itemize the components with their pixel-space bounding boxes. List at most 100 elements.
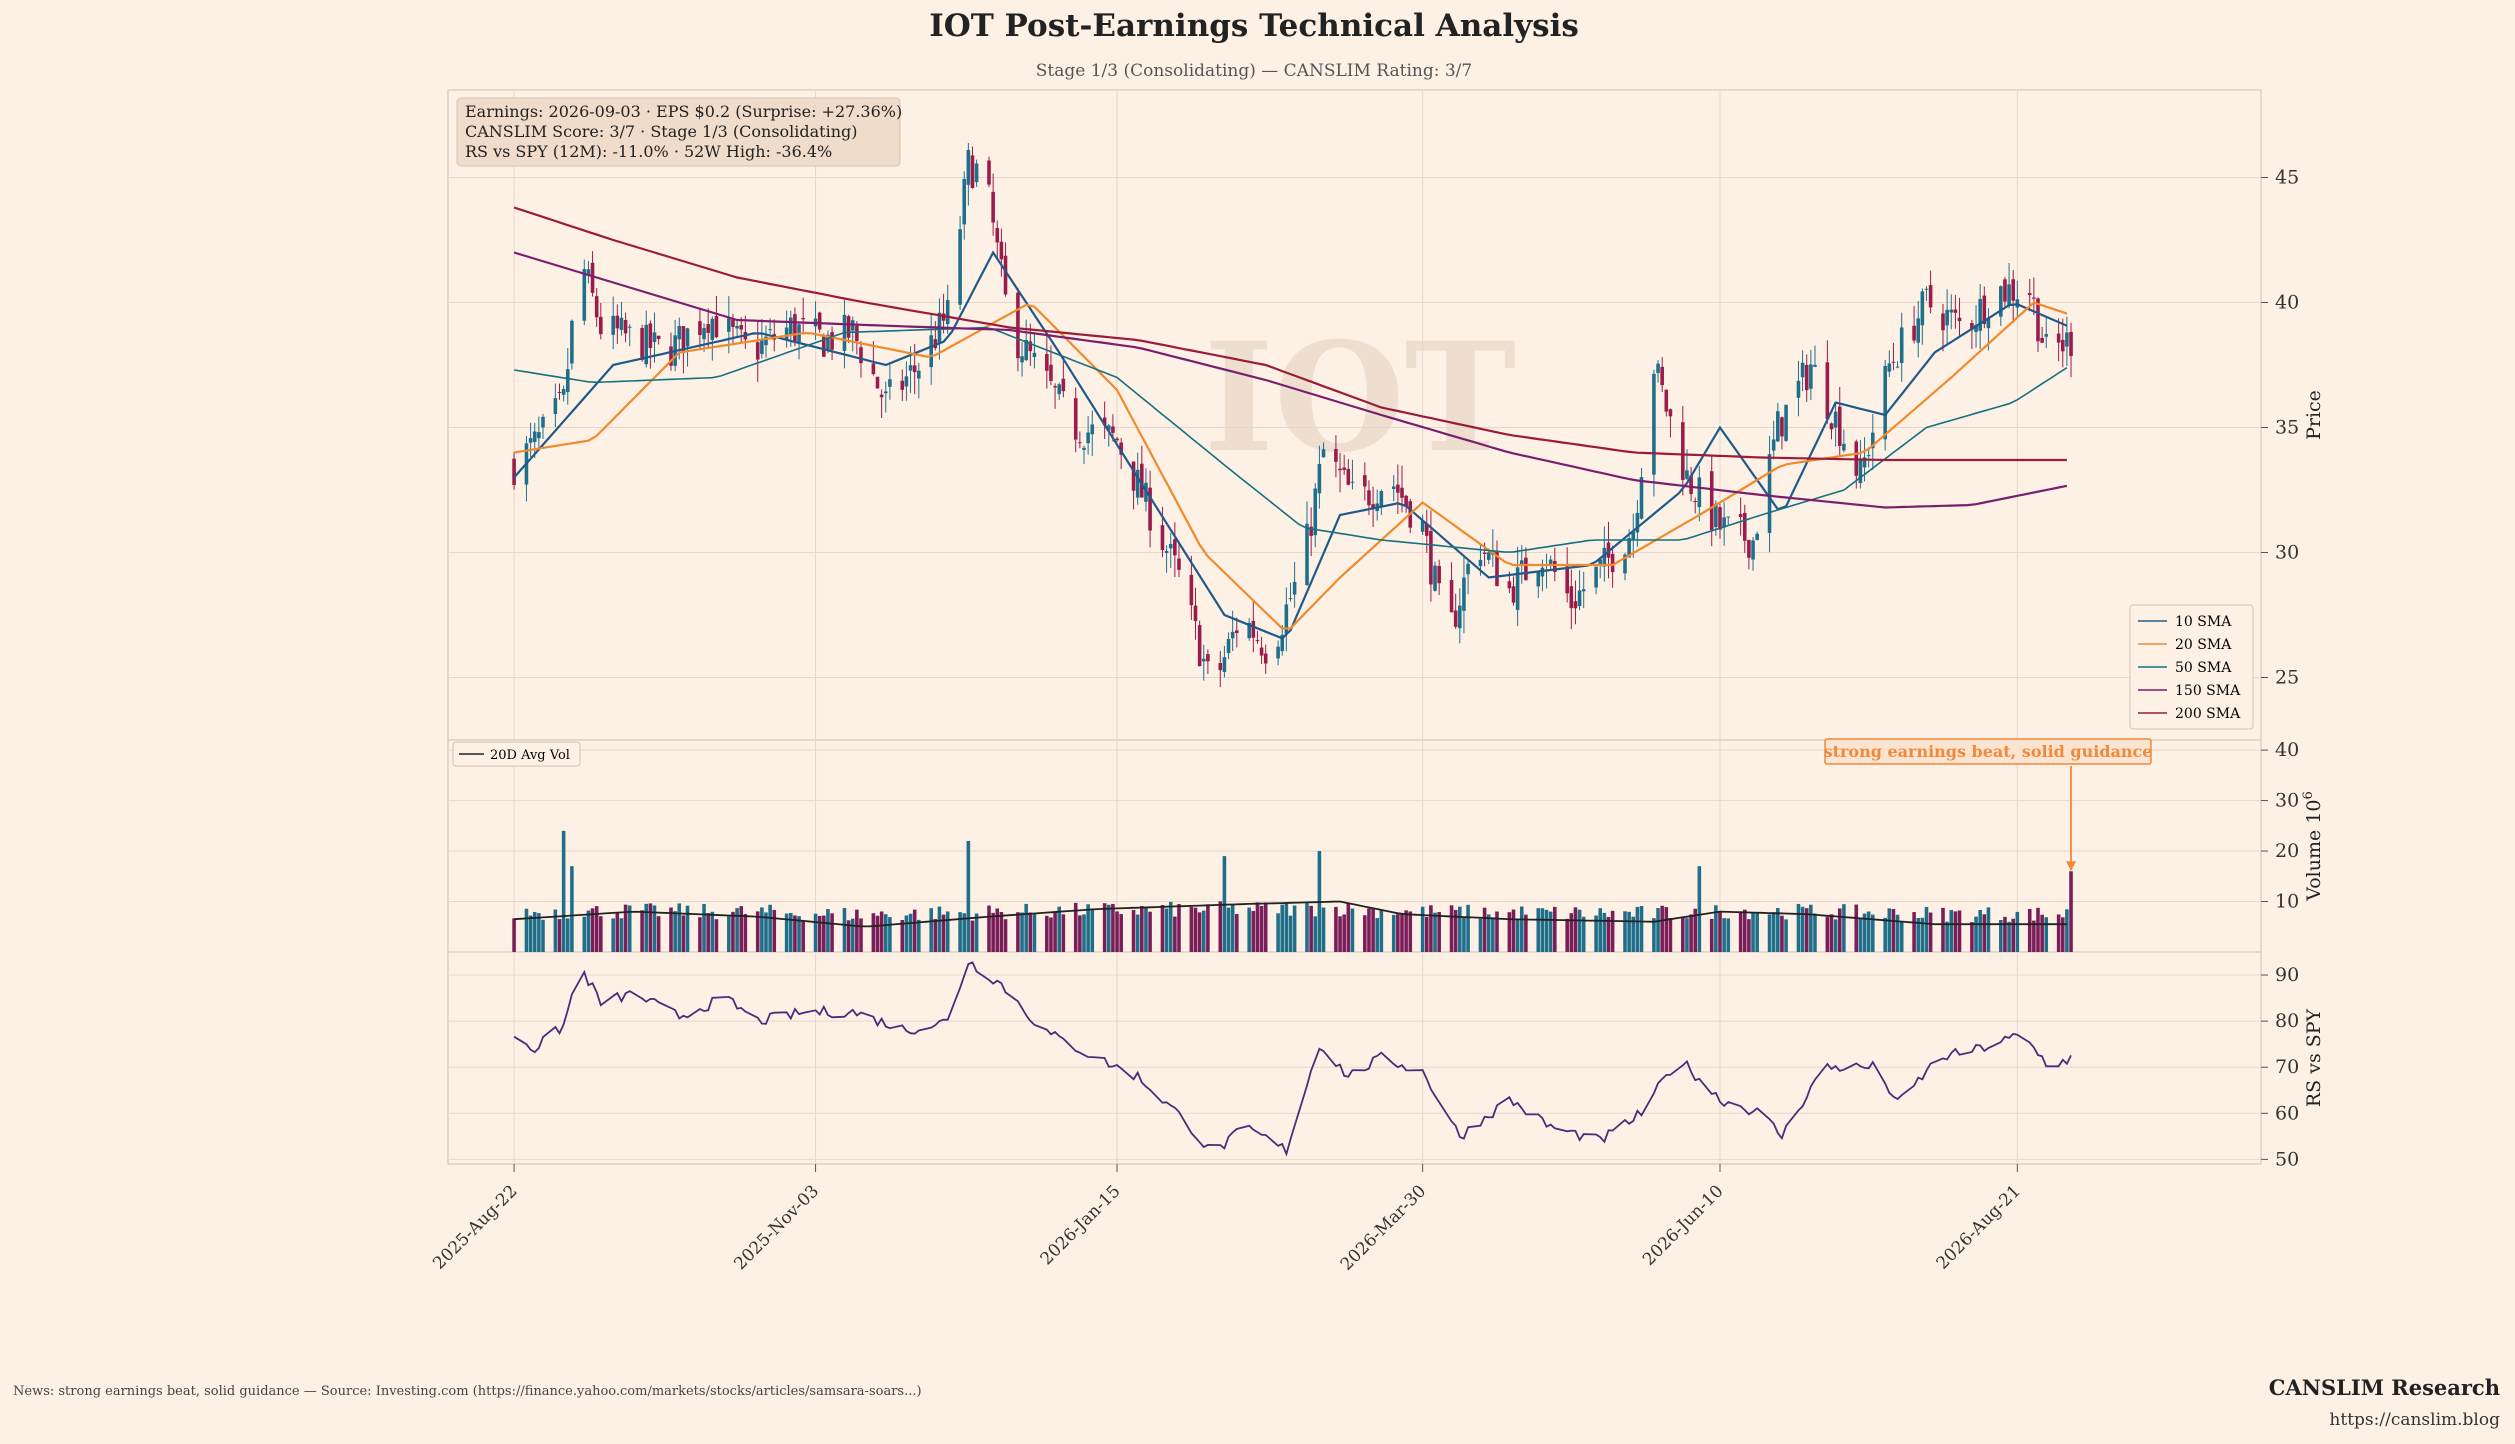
candle-body [1581,589,1586,592]
volume-bar [1284,903,1289,952]
y-tick-label: 90 [2275,964,2299,986]
volume-bar [1577,909,1582,952]
volume-bar [1400,913,1404,952]
volume-bar [1144,907,1148,952]
candle-body [1916,318,1921,343]
candle-body [553,398,558,415]
volume-bar [1045,915,1049,952]
volume-bar [2065,909,2069,952]
volume-bar [999,911,1004,952]
volume-bar [615,912,620,952]
volume-bar [1135,914,1140,952]
volume-bar [1916,918,1921,952]
y-tick-label: 40 [2275,292,2299,314]
volume-bar [1751,912,1755,952]
volume-bar [793,915,797,952]
volume-bar [1495,911,1499,952]
candle-body [1829,423,1834,430]
volume-bar [1106,904,1111,952]
volume-bar [1140,905,1144,952]
candle-body [1776,411,1780,442]
candle-body [1602,547,1607,567]
volume-bar [1350,908,1355,952]
rs-polyline [513,961,2072,1157]
candle-body [1193,605,1198,622]
candle-body [1796,380,1801,398]
candle-body [1309,526,1313,536]
volume-bar [1420,906,1425,952]
volume-bar [1078,915,1082,952]
volume-bar [1375,918,1380,952]
volume-bar [1796,903,1801,952]
candle-body [764,336,768,346]
volume-bar [2007,921,2011,952]
candle-body [1404,495,1408,507]
candle-body [1871,432,1875,449]
candle-body [2065,332,2069,347]
candle-body [1437,565,1441,584]
volume-bar [1086,904,1090,952]
volume-bar [1949,910,1954,952]
volume-bar [1536,908,1541,952]
candle-body [2069,331,2073,357]
volume-bar [937,906,942,952]
candle-body [1709,471,1714,530]
candle-body [586,269,591,276]
volume-bar [1837,908,1842,952]
volume-bar [1251,910,1256,952]
candle-body [1912,325,1916,341]
volume-bar [760,907,764,952]
volume-bar [1747,919,1751,952]
volume-bar [1429,905,1433,952]
volume-bar [1148,911,1152,952]
volume-bar [1809,904,1813,952]
candle-body [1462,577,1466,611]
volume-bar [1842,904,1846,952]
volume-bar [582,916,587,952]
volume-bar [859,918,863,952]
candle-body [1458,605,1462,629]
volume-bar [1082,914,1086,952]
candle-body [1119,442,1123,455]
candle-body [1982,295,1987,325]
candle-body [1177,558,1181,570]
volume-bar [1999,919,2003,952]
volume-bar [995,908,1000,952]
volume-bar [917,919,921,952]
candle-body [1519,560,1524,565]
candle-body [1049,364,1053,381]
volume-bar [627,905,632,952]
candle-body [1941,313,1945,331]
candle-body [1086,432,1090,444]
candle-body [640,328,644,361]
candle-body [1813,364,1817,367]
volume-bar [879,911,884,952]
volume-bar [962,913,967,952]
candle-body [656,335,661,339]
volume-bar [784,913,789,952]
volume-bar [702,903,706,952]
volume-bar [2060,917,2065,952]
candle-body [1334,449,1338,462]
candle-body [1396,484,1400,493]
candle-body [1833,411,1838,428]
volume-bar [842,907,847,952]
volume-legend: 20D Avg Vol [452,741,581,767]
candle-body [987,160,991,185]
volume-bar [1053,912,1057,952]
volume-bar [2011,918,2016,952]
y-tick-label: 70 [2275,1056,2299,1078]
candle-body [1201,658,1206,662]
volume-bar [1280,904,1285,952]
volume-bar [1610,910,1615,952]
volume-bar [1235,914,1239,952]
candle-body [1866,455,1871,457]
candle-body [706,324,710,333]
volume-bar [1804,908,1809,952]
volume-bar [537,913,541,952]
volume-bar [1982,914,1987,952]
volume-bar [541,919,545,952]
candle-body [1635,512,1640,533]
volume-bar [900,920,905,952]
footer-news: News: strong earnings beat, solid guidan… [13,1384,922,1399]
